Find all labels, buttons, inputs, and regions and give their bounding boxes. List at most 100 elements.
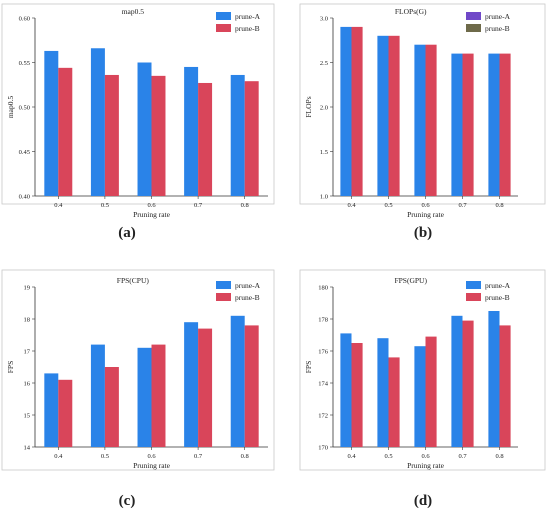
legend-label: prune-B xyxy=(485,293,510,302)
x-tick-label: 0.6 xyxy=(421,453,430,460)
x-tick-label: 0.8 xyxy=(495,453,503,460)
bar-prune-b xyxy=(104,74,119,196)
panel-label: (b) xyxy=(414,225,432,241)
x-axis-label: Pruning rate xyxy=(407,210,445,219)
y-tick-label: 172 xyxy=(318,412,328,419)
chart-panel-1: map0.5 0.40 0.45 0.50 0.55 0.60 map0.5 0.4 0.5 0.… xyxy=(1,3,275,219)
bar-prune-a xyxy=(488,311,500,447)
x-tick-label: 0.6 xyxy=(147,202,156,209)
x-tick-label: 0.7 xyxy=(194,453,203,460)
panel-label: (a) xyxy=(118,225,136,241)
bar-prune-b xyxy=(351,26,363,197)
bar-prune-a xyxy=(44,373,59,447)
y-tick-label: 17 xyxy=(24,348,31,355)
bar-prune-b xyxy=(58,67,73,196)
bar-prune-b xyxy=(388,357,400,447)
bar-prune-b xyxy=(244,325,259,447)
x-tick-label: 0.4 xyxy=(54,453,63,460)
legend-swatch-prune-b xyxy=(216,24,231,32)
x-tick-label: 0.8 xyxy=(241,202,249,209)
bar-prune-b xyxy=(151,75,166,196)
y-tick-label: 0.55 xyxy=(19,60,30,67)
y-axis-label: FPS xyxy=(6,361,15,374)
bar-prune-a xyxy=(488,53,500,196)
legend-swatch-prune-b xyxy=(216,293,231,301)
x-axis-label: Pruning rate xyxy=(133,210,171,219)
bar-prune-a xyxy=(414,44,426,197)
legend-swatch-prune-a xyxy=(216,281,231,289)
y-tick-label: 15 xyxy=(24,412,31,419)
legend-label: prune-A xyxy=(485,281,511,290)
bar-prune-b xyxy=(151,344,166,447)
bar-prune-b xyxy=(198,82,213,196)
x-tick-label: 0.7 xyxy=(458,202,467,209)
bar-prune-b xyxy=(462,53,474,196)
y-tick-label: 170 xyxy=(318,444,328,451)
y-tick-label: 0.60 xyxy=(19,15,30,22)
bar-prune-a xyxy=(230,74,245,196)
bar-prune-b xyxy=(104,367,119,447)
bar-prune-a xyxy=(340,26,352,197)
x-tick-label: 0.7 xyxy=(194,202,203,209)
y-tick-label: 16 xyxy=(24,380,31,387)
x-tick-label: 0.6 xyxy=(147,453,156,460)
legend-swatch-prune-b xyxy=(466,293,481,301)
chart-title: FPS(CPU) xyxy=(117,276,150,285)
y-tick-label: 0.45 xyxy=(19,149,30,156)
x-tick-label: 0.8 xyxy=(241,453,249,460)
y-tick-label: 2.5 xyxy=(320,60,328,67)
bar-prune-a xyxy=(184,66,199,196)
x-axis-label: Pruning rate xyxy=(133,461,171,470)
bar-prune-a xyxy=(137,347,152,447)
legend-label: prune-A xyxy=(235,281,261,290)
y-tick-label: 14 xyxy=(24,444,31,451)
legend-label: prune-B xyxy=(235,293,260,302)
bar-prune-a xyxy=(90,48,105,197)
x-tick-label: 0.7 xyxy=(458,453,467,460)
chart-panel-2: FLOPs(G) 1.0 1.5 2.0 2.5 3.0 FLOPs 0.4 0.5 0.6 0.7… xyxy=(299,3,546,219)
x-axis-label: Pruning rate xyxy=(407,461,445,470)
x-tick-label: 0.5 xyxy=(101,453,109,460)
bar-prune-a xyxy=(230,315,245,447)
x-tick-label: 0.5 xyxy=(384,202,392,209)
bar-prune-b xyxy=(462,320,474,447)
x-tick-label: 0.4 xyxy=(347,453,356,460)
y-tick-label: 1.0 xyxy=(320,193,328,200)
bar-prune-a xyxy=(340,333,352,447)
legend-label: prune-A xyxy=(235,12,261,21)
y-tick-label: 18 xyxy=(24,316,31,323)
y-tick-label: 0.50 xyxy=(19,104,30,111)
x-tick-label: 0.8 xyxy=(495,202,503,209)
legend-swatch-prune-a xyxy=(216,12,231,20)
bar-prune-b xyxy=(425,336,437,447)
x-tick-label: 0.5 xyxy=(384,453,392,460)
y-axis-label: map0.5 xyxy=(6,96,15,119)
bar-prune-b xyxy=(244,81,259,196)
bar-prune-b xyxy=(58,379,73,447)
y-tick-label: 0.40 xyxy=(19,193,30,200)
bar-prune-b xyxy=(388,35,400,196)
chart-title: FLOPs(G) xyxy=(395,7,427,16)
chart-title: FPS(GPU) xyxy=(394,276,427,285)
bar-prune-a xyxy=(90,344,105,447)
x-tick-label: 0.5 xyxy=(101,202,109,209)
y-tick-label: 180 xyxy=(318,284,328,291)
chart-title: map0.5 xyxy=(122,7,145,16)
x-tick-label: 0.4 xyxy=(54,202,63,209)
bar-prune-a xyxy=(377,35,389,196)
legend-label: prune-B xyxy=(485,24,510,33)
legend-swatch-prune-a xyxy=(466,281,481,289)
bar-prune-b xyxy=(499,325,511,447)
x-tick-label: 0.6 xyxy=(421,202,430,209)
panel-label: (d) xyxy=(414,493,432,509)
bar-prune-a xyxy=(451,315,463,447)
bar-prune-a xyxy=(184,322,199,447)
y-tick-label: 176 xyxy=(318,348,329,355)
legend-label: prune-B xyxy=(235,24,260,33)
bar-prune-b xyxy=(499,53,511,196)
legend-label: prune-A xyxy=(485,12,511,21)
y-tick-label: 1.5 xyxy=(320,149,328,156)
bar-prune-b xyxy=(198,328,213,447)
bar-prune-a xyxy=(44,50,59,197)
